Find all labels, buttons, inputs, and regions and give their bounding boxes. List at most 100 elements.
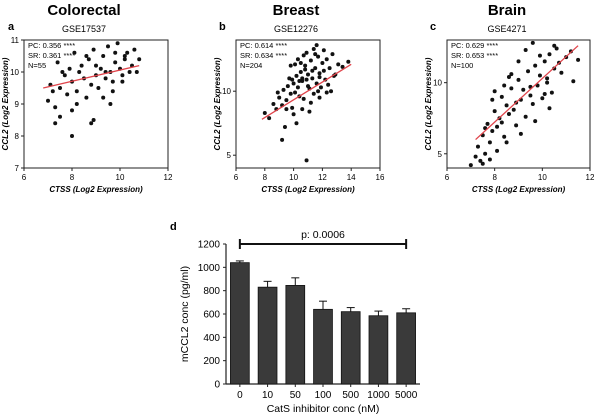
panel-a-point (106, 44, 110, 49)
panel-c-point (540, 96, 545, 101)
bar-y-tick-label: 1200 (198, 240, 221, 251)
panel-a-point (122, 57, 127, 62)
panel-a-point (74, 89, 79, 94)
panel-a-point (125, 50, 130, 55)
panel-b-point (298, 61, 303, 66)
panel-b-point (277, 95, 282, 100)
panel-b-point (303, 67, 308, 72)
panel-c-point (480, 161, 485, 166)
panel-b-point (324, 90, 329, 95)
panel-a-point (58, 86, 62, 90)
bar (230, 262, 250, 385)
panel-a-point (115, 41, 120, 46)
panel-c-point (478, 158, 483, 163)
panel-c-point (523, 47, 528, 52)
panel-a-point (74, 102, 79, 106)
bar (285, 285, 306, 385)
panel-b-x-tick-label: 16 (376, 173, 385, 182)
panel-c-point (506, 74, 511, 79)
panel-c-point (487, 140, 492, 145)
panel-c-point (537, 73, 542, 78)
panel-b-point (306, 72, 310, 77)
panel-a-y-tick-label: 11 (11, 36, 20, 45)
panel-b-point (316, 54, 321, 59)
panel-b-y-tick-label: 10 (222, 87, 231, 96)
panel-b-point (304, 77, 309, 82)
panel-c-point (533, 119, 538, 124)
panel-c-x-tick-label: 10 (538, 173, 547, 182)
significance-annotation: p: 0.0006 (301, 229, 345, 241)
panel-b-point (318, 85, 323, 90)
panel-c-point (571, 79, 576, 84)
panel-c-dataset: GSE4271 (487, 24, 526, 34)
bar (396, 312, 416, 385)
panel-a-point (98, 66, 103, 71)
panel-b-point (300, 107, 305, 112)
panel-a-point (127, 70, 132, 74)
panel-b-point (317, 75, 322, 80)
panel-a-point (101, 95, 106, 100)
panel-a-point (103, 76, 108, 81)
panel-a-dataset: GSE17537 (62, 24, 106, 34)
bar-x-axis-label: CatS inhibitor conc (nM) (267, 403, 380, 415)
panel-c-point (549, 90, 554, 95)
panel-c-point (483, 151, 488, 156)
charts-layer: 6 8 10 12 7 8 9 10 11 CTSS (Log2 Expression) CCL2 … (1, 36, 595, 415)
panel-a-point (110, 89, 115, 94)
panel-b-point (316, 89, 321, 94)
panel-c-point (499, 94, 504, 99)
panel-b-point (297, 78, 302, 83)
panel-c-x-axis-label: CTSS (Log2 Expression) (472, 185, 566, 194)
panel-b-point (313, 66, 318, 71)
panel-c-stat-n: N=100 (451, 61, 473, 70)
panel-b-point (346, 59, 351, 64)
panel-c-point (490, 97, 495, 102)
panel-c-point (518, 131, 523, 136)
panel-a-point (137, 57, 142, 62)
panel-c-point (509, 72, 514, 77)
panel-c-point (502, 134, 507, 139)
panel-a-x-tick-label: 8 (70, 173, 75, 182)
panel-c-point (526, 69, 531, 74)
panel-a-x-tick-label: 12 (164, 173, 173, 182)
panel-c-point (576, 57, 581, 62)
bar-x-tick-label: 50 (290, 390, 302, 401)
panel-c-point (495, 148, 500, 153)
panel-c-point (475, 144, 480, 149)
bar (368, 315, 389, 385)
panel-b-letter: b (219, 21, 226, 33)
panel-a-point (101, 54, 106, 58)
panel-c-point (545, 76, 550, 81)
panel-b-point (317, 95, 322, 100)
panel-a-point (110, 79, 115, 84)
panel-c-fit-line (475, 45, 579, 141)
panel-b-point (300, 76, 305, 81)
panel-a-point (122, 54, 127, 58)
panel-b-point (290, 77, 295, 82)
bar-x-tick-label: 10 (262, 390, 274, 401)
panel-b-x-tick-label: 10 (289, 173, 298, 182)
panel-b-point (281, 87, 286, 92)
panel-b-point (311, 46, 316, 51)
bar-x-tick-label: 500 (342, 390, 359, 401)
panel-b-point (301, 53, 306, 58)
panel-c-point (514, 123, 519, 128)
panel-b-point (293, 90, 298, 95)
panel-c-point (473, 154, 478, 159)
panel-a-point (91, 118, 96, 122)
bar-y-tick-label: 200 (203, 356, 220, 367)
panel-c-point (485, 121, 490, 126)
panel-a-point (134, 70, 139, 74)
panel-a-point (91, 47, 96, 52)
panel-a-stat-n: N=55 (28, 61, 46, 70)
bar-y-tick-label: 600 (203, 310, 220, 321)
bar-y-tick-label: 0 (214, 380, 220, 391)
panel-c-point (533, 63, 538, 68)
panel-b-point (291, 81, 296, 86)
bar-x-tick-label: 1000 (367, 390, 390, 401)
bar-x-tick-label: 0 (237, 390, 243, 401)
panel-b-point (291, 112, 296, 117)
panel-a-point (89, 121, 94, 126)
panel-c-point (542, 92, 547, 97)
panel-a-x-tick-label: 6 (22, 173, 27, 182)
